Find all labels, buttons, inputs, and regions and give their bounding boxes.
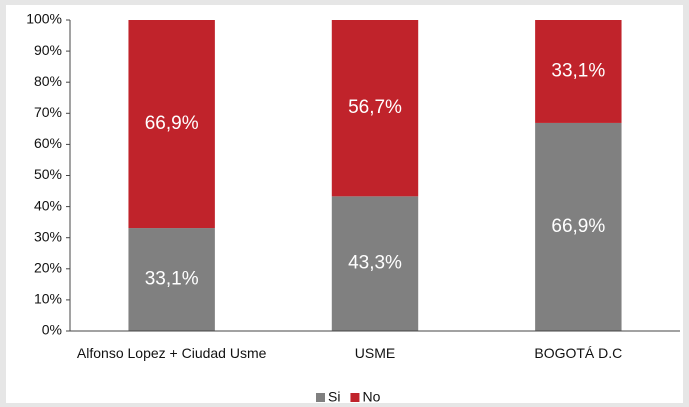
legend-label: Si <box>328 389 340 405</box>
x-tick-label: BOGOTÁ D.C <box>534 345 623 361</box>
x-tick-label: USME <box>354 345 396 361</box>
y-tick-label: 0% <box>42 322 62 338</box>
x-tick-label: Alfonso Lopez + Ciudad Usme <box>76 345 267 361</box>
y-tick-label: 30% <box>34 228 62 244</box>
y-tick-label: 60% <box>34 135 62 151</box>
data-label: 33,1% <box>145 269 199 290</box>
y-tick-label: 90% <box>34 42 62 58</box>
bar-segment <box>128 20 215 229</box>
y-tick-label: 50% <box>34 166 62 182</box>
bar-segment <box>535 122 622 331</box>
data-label: 33,1% <box>551 60 605 81</box>
y-tick-label: 80% <box>34 73 62 89</box>
legend-swatch <box>350 393 360 402</box>
data-label: 66,9% <box>551 216 605 237</box>
bar-segment <box>535 20 622 123</box>
legend-label: No <box>362 389 380 405</box>
y-tick-label: 10% <box>34 291 62 307</box>
y-tick-label: 70% <box>34 104 62 120</box>
y-tick-label: 40% <box>34 197 62 213</box>
legend-swatch <box>316 393 325 402</box>
data-label: 56,7% <box>348 97 402 118</box>
bar-segment <box>331 196 419 331</box>
bar-segment <box>331 20 419 197</box>
y-tick-label: 100% <box>26 11 62 27</box>
y-tick-label: 20% <box>34 260 62 276</box>
bar-segment <box>128 228 215 331</box>
data-label: 66,9% <box>145 113 199 134</box>
data-label: 43,3% <box>348 253 402 274</box>
